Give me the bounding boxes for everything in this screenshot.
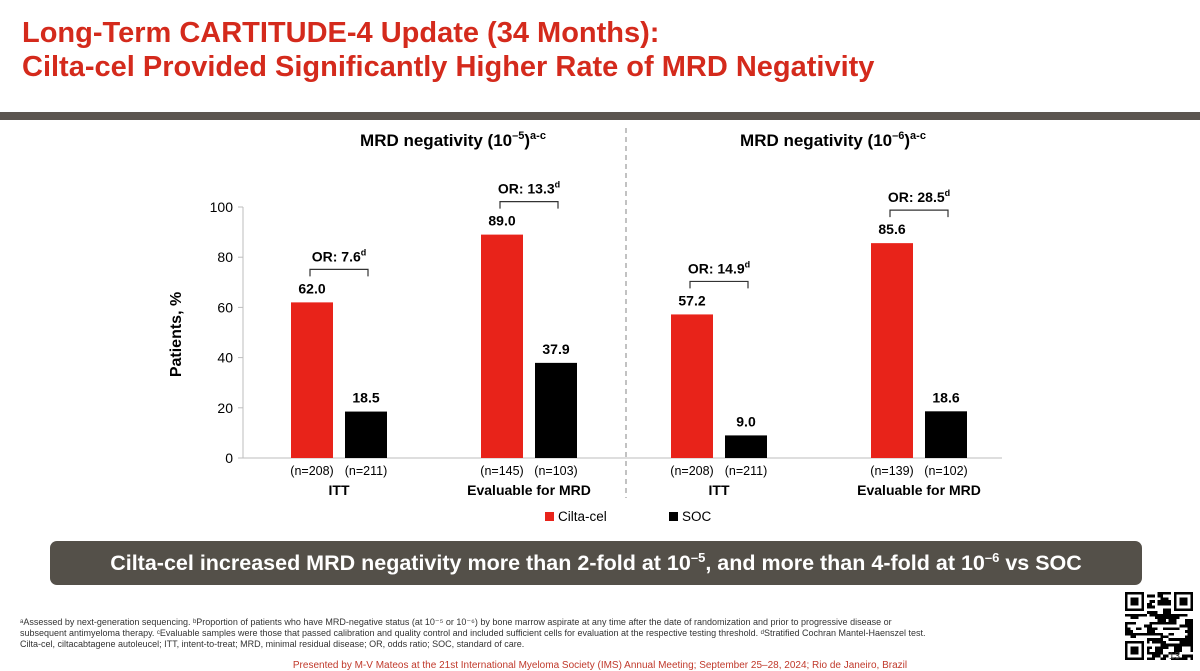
odds-ratio-label: OR: 7.6d <box>312 247 367 264</box>
footnotes: aAssessed by next-generation sequencing.… <box>20 617 1080 650</box>
legend-swatch-soc <box>669 512 678 521</box>
slide-title: Long-Term CARTITUDE-4 Update (34 Months)… <box>22 16 1182 84</box>
data-label-cilta-cel: 89.0 <box>488 213 515 229</box>
odds-ratio-label: OR: 28.5d <box>888 188 950 205</box>
data-label-soc: 18.5 <box>352 390 379 406</box>
y-tick-label: 100 <box>210 199 234 215</box>
legend-label-cilta-cel: Cilta-cel <box>558 509 607 524</box>
y-tick-label: 40 <box>217 350 233 366</box>
bar-soc <box>345 411 387 458</box>
page-number: 13 <box>1168 651 1180 662</box>
n-label-cilta-cel: (n=145) <box>480 464 523 478</box>
bar-soc <box>535 362 577 458</box>
legend-swatch-cilta-cel <box>545 512 554 521</box>
y-tick-label: 0 <box>225 450 233 466</box>
y-tick-label: 60 <box>217 299 233 315</box>
slide-title-line-1: Long-Term CARTITUDE-4 Update (34 Months)… <box>22 17 660 49</box>
header-divider <box>0 112 1200 120</box>
footnote-line-1: aAssessed by next-generation sequencing.… <box>20 617 892 627</box>
presented-by: Presented by M-V Mateos at the 21st Inte… <box>292 660 908 671</box>
panel-title: MRD negativity (10–6)a-c <box>740 130 926 150</box>
banner-text: Cilta-cel increased MRD negativity more … <box>110 549 1082 575</box>
n-label-soc: (n=102) <box>924 464 967 478</box>
or-bracket <box>499 201 559 209</box>
qr-code-icon[interactable] <box>1125 592 1193 660</box>
or-bracket <box>309 268 369 277</box>
odds-ratio-label: OR: 13.3d <box>498 180 560 197</box>
n-label-soc: (n=211) <box>725 464 768 478</box>
bar-soc <box>725 435 767 458</box>
footnote-line-2: subsequent antimyeloma therapy. cEvaluab… <box>20 628 926 638</box>
category-label: ITT <box>709 482 730 498</box>
bar-cilta-cel <box>481 234 523 458</box>
odds-ratio-label: OR: 14.9d <box>688 259 750 276</box>
data-label-cilta-cel: 62.0 <box>298 280 325 296</box>
mrd-bar-chart: 0 20 40 60 80 100 Patients, % MRD negativity (1… <box>168 128 1002 524</box>
y-tick-label: 20 <box>217 400 233 416</box>
category-label: Evaluable for MRD <box>467 482 591 498</box>
or-bracket <box>889 209 949 218</box>
category-label: ITT <box>329 482 350 498</box>
n-label-cilta-cel: (n=139) <box>870 464 913 478</box>
slide-title-line-2: Cilta-cel Provided Significantly Higher … <box>22 51 875 83</box>
footnote-abbreviations: Cilta-cel, ciltacabtagene autoleucel; IT… <box>20 639 525 649</box>
n-label-soc: (n=211) <box>345 464 388 478</box>
y-tick-label: 80 <box>217 249 233 265</box>
category-label: Evaluable for MRD <box>857 482 981 498</box>
n-label-cilta-cel: (n=208) <box>670 464 713 478</box>
n-label-soc: (n=103) <box>534 464 577 478</box>
or-bracket <box>689 280 749 289</box>
bar-cilta-cel <box>871 243 913 458</box>
data-label-soc: 9.0 <box>736 413 756 429</box>
legend-label-soc: SOC <box>682 509 712 524</box>
y-axis-label: Patients, % <box>168 292 185 377</box>
data-label-soc: 18.6 <box>932 389 959 405</box>
data-label-cilta-cel: 57.2 <box>678 292 705 308</box>
conclusion-banner: Cilta-cel increased MRD negativity more … <box>50 541 1142 585</box>
bar-cilta-cel <box>291 302 333 458</box>
bar-cilta-cel <box>671 314 713 458</box>
n-label-cilta-cel: (n=208) <box>290 464 333 478</box>
data-label-cilta-cel: 85.6 <box>878 221 905 237</box>
bar-soc <box>925 411 967 458</box>
data-label-soc: 37.9 <box>542 341 569 357</box>
panel-title: MRD negativity (10–5)a-c <box>360 130 546 150</box>
